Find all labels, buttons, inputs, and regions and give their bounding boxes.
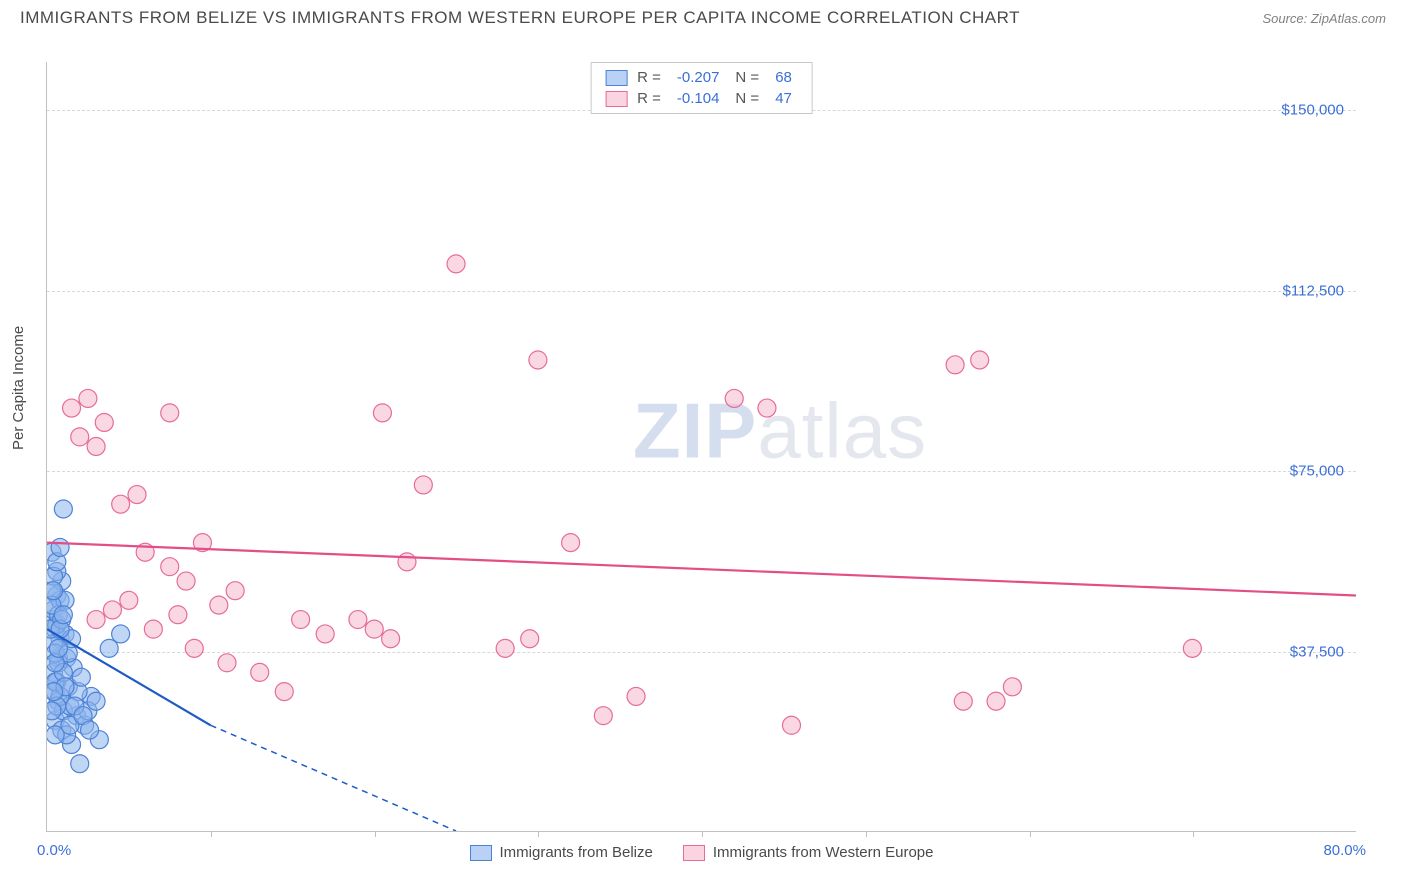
data-point (103, 601, 121, 619)
y-axis-label: Per Capita Income (10, 326, 27, 450)
legend-label-belize: Immigrants from Belize (499, 844, 652, 861)
x-tick (375, 831, 376, 837)
x-min-label: 0.0% (37, 842, 71, 859)
data-point (971, 351, 989, 369)
legend-swatch-west-europe (683, 845, 705, 861)
data-point (177, 572, 195, 590)
chart-title: IMMIGRANTS FROM BELIZE VS IMMIGRANTS FRO… (20, 8, 1020, 28)
data-point (144, 620, 162, 638)
data-point (373, 404, 391, 422)
data-point (292, 611, 310, 629)
n-label: N = (735, 69, 759, 86)
data-point (447, 255, 465, 273)
r-label: R = (637, 69, 661, 86)
trend-extrapolation (211, 725, 456, 831)
data-point (63, 399, 81, 417)
legend-item-belize: Immigrants from Belize (469, 844, 652, 861)
x-tick (538, 831, 539, 837)
x-tick (702, 831, 703, 837)
data-point (594, 707, 612, 725)
data-point (128, 486, 146, 504)
source-name: ZipAtlas.com (1311, 11, 1386, 26)
data-point (87, 438, 105, 456)
data-point (218, 654, 236, 672)
x-max-label: 80.0% (1323, 842, 1366, 859)
source-attribution: Source: ZipAtlas.com (1262, 11, 1386, 26)
data-point (414, 476, 432, 494)
data-point (954, 692, 972, 710)
data-point (251, 663, 269, 681)
data-point (47, 683, 63, 701)
legend-row-belize: R = -0.207 N = 68 (605, 67, 798, 88)
scatter-svg (47, 62, 1356, 831)
data-point (382, 630, 400, 648)
r-label: R = (637, 90, 661, 107)
data-point (100, 639, 118, 657)
r-value-belize: -0.207 (671, 69, 726, 86)
swatch-west-europe (605, 91, 627, 107)
n-label: N = (735, 90, 759, 107)
data-point (54, 500, 72, 518)
series-legend: Immigrants from Belize Immigrants from W… (469, 844, 933, 861)
data-point (87, 611, 105, 629)
data-point (112, 495, 130, 513)
data-point (95, 413, 113, 431)
data-point (112, 625, 130, 643)
data-point (398, 553, 416, 571)
data-point (316, 625, 334, 643)
data-point (783, 716, 801, 734)
legend-label-west-europe: Immigrants from Western Europe (713, 844, 934, 861)
n-value-belize: 68 (769, 69, 798, 86)
data-point (987, 692, 1005, 710)
x-tick (1193, 831, 1194, 837)
legend-row-west-europe: R = -0.104 N = 47 (605, 88, 798, 109)
x-tick (211, 831, 212, 837)
correlation-legend: R = -0.207 N = 68 R = -0.104 N = 47 (590, 62, 813, 114)
chart-header: IMMIGRANTS FROM BELIZE VS IMMIGRANTS FRO… (0, 0, 1406, 32)
data-point (562, 534, 580, 552)
data-point (185, 639, 203, 657)
data-point (521, 630, 539, 648)
x-tick (1030, 831, 1031, 837)
data-point (169, 606, 187, 624)
data-point (161, 404, 179, 422)
data-point (79, 389, 97, 407)
data-point (1003, 678, 1021, 696)
data-point (725, 389, 743, 407)
data-point (226, 582, 244, 600)
swatch-belize (605, 70, 627, 86)
data-point (275, 683, 293, 701)
legend-swatch-belize (469, 845, 491, 861)
data-point (529, 351, 547, 369)
data-point (72, 668, 90, 686)
data-point (120, 591, 138, 609)
data-point (496, 639, 514, 657)
data-point (71, 428, 89, 446)
x-tick (866, 831, 867, 837)
data-point (47, 702, 61, 720)
legend-item-west-europe: Immigrants from Western Europe (683, 844, 934, 861)
data-point (161, 558, 179, 576)
r-value-west-europe: -0.104 (671, 90, 726, 107)
data-point (365, 620, 383, 638)
data-point (54, 606, 72, 624)
chart-plot-area: ZIPatlas R = -0.207 N = 68 R = -0.104 N … (46, 62, 1356, 832)
data-point (349, 611, 367, 629)
source-prefix: Source: (1262, 11, 1310, 26)
data-point (627, 687, 645, 705)
data-point (51, 538, 69, 556)
data-point (49, 639, 67, 657)
data-point (210, 596, 228, 614)
data-point (81, 721, 99, 739)
data-point (946, 356, 964, 374)
data-point (71, 755, 89, 773)
data-point (87, 692, 105, 710)
data-point (758, 399, 776, 417)
data-point (1183, 639, 1201, 657)
data-point (47, 582, 63, 600)
data-point (47, 726, 64, 744)
n-value-west-europe: 47 (769, 90, 798, 107)
